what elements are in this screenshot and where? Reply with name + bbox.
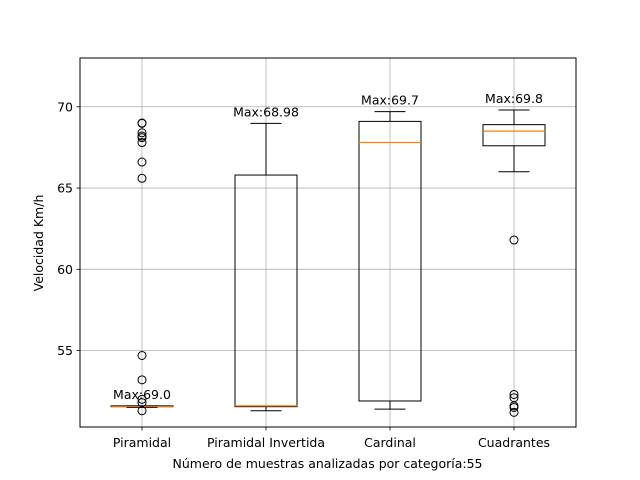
outlier-point [137,128,147,138]
outlier-point [137,157,147,167]
box [234,174,298,408]
outlier-point [509,235,519,245]
outlier-point [509,389,519,399]
max-label: Max:68.98 [233,104,299,119]
x-tick-label: Piramidal Invertida [207,435,325,450]
box-group [482,109,546,417]
box-group [110,118,174,416]
x-tick-label: Cardinal [364,435,416,450]
outlier-point [509,402,519,412]
y-axis-label: Velocidad Km/h [31,195,46,292]
outlier-point [509,407,519,417]
max-label: Max:69.0 [113,387,171,402]
y-tick-label: 65 [57,181,73,196]
x-axis-ticks: Piramidal Piramidal Invertida Cardinal Cuad… [113,427,550,450]
x-tick-label: Cuadrantes [478,435,550,450]
box [358,120,422,402]
max-label: Max:69.8 [485,91,543,106]
plot-frame [79,57,577,428]
y-tick-label: 70 [57,99,73,114]
outlier-point [137,173,147,183]
outlier-point [137,394,147,404]
box-group [358,111,422,410]
max-labels: Max:69.0 Max:68.98 Max:69.7 Max:69.8 [113,91,543,402]
outlier-point [137,350,147,360]
x-axis-label: Número de muestras analizadas por catego… [173,456,483,471]
outlier-point [137,133,147,143]
grid-lines [80,58,576,427]
outlier-point [137,138,147,148]
y-tick-label: 60 [57,262,73,277]
y-tick-label: 55 [57,343,73,358]
max-label: Max:69.7 [361,93,419,108]
outlier-point [137,118,147,128]
x-tick-label: Piramidal [113,435,171,450]
box-series [110,109,546,417]
box-group [234,122,298,412]
box [482,124,546,147]
outlier-point [137,375,147,385]
y-axis-ticks: 55 60 65 70 [57,99,80,358]
outlier-point [137,406,147,416]
